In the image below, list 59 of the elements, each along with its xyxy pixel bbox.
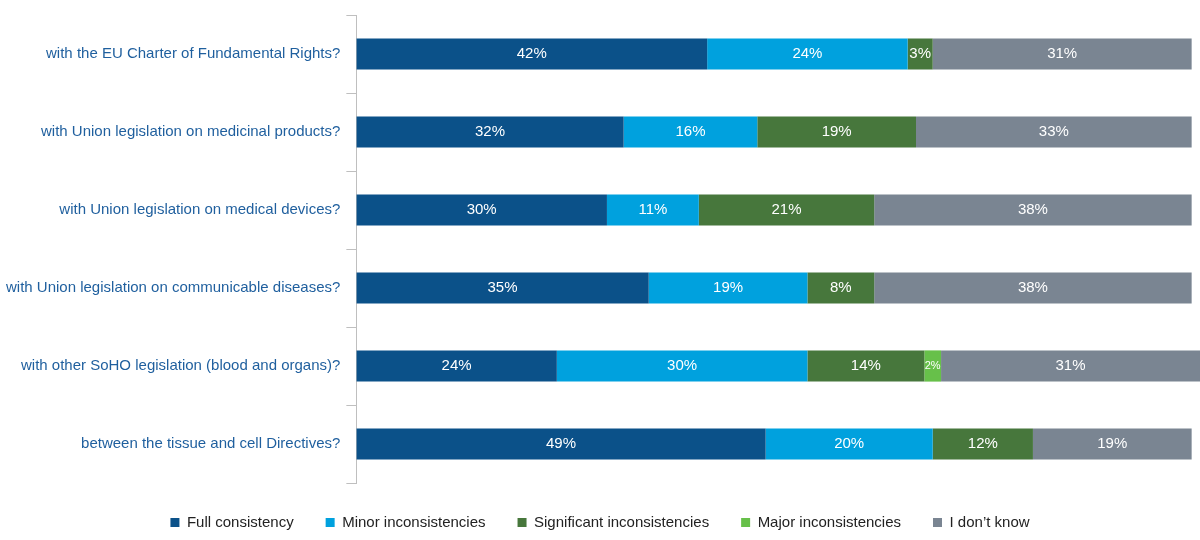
data-label: 12% bbox=[967, 434, 998, 452]
data-label: 11% bbox=[638, 200, 668, 218]
data-label: 3% bbox=[909, 44, 932, 62]
data-label: 31% bbox=[1047, 44, 1078, 62]
legend-label: I don’t know bbox=[949, 512, 1030, 530]
bar bbox=[757, 116, 916, 148]
bar bbox=[356, 194, 607, 226]
bar bbox=[765, 428, 933, 460]
bar bbox=[932, 428, 1033, 460]
bar bbox=[941, 350, 1200, 382]
legend-label: Significant inconsistencies bbox=[534, 512, 710, 530]
bar bbox=[623, 116, 758, 148]
bar bbox=[356, 350, 557, 382]
bar bbox=[356, 116, 624, 148]
bar bbox=[1032, 428, 1192, 460]
legend-label: Major inconsistencies bbox=[757, 512, 902, 530]
bar bbox=[707, 38, 908, 70]
data-label: 2% bbox=[924, 359, 941, 372]
data-label: 19% bbox=[713, 278, 744, 296]
data-label: 35% bbox=[487, 278, 518, 296]
bar bbox=[874, 194, 1192, 226]
bar bbox=[648, 272, 808, 304]
legend-label: Full consistency bbox=[186, 512, 295, 530]
bar bbox=[698, 194, 875, 226]
bar bbox=[807, 272, 875, 304]
data-label: 49% bbox=[545, 434, 577, 452]
data-label: 24% bbox=[792, 44, 823, 62]
bar bbox=[606, 194, 699, 226]
data-label: 30% bbox=[466, 200, 497, 218]
data-label: 8% bbox=[829, 278, 852, 296]
data-label: 14% bbox=[850, 356, 881, 374]
data-label: 38% bbox=[1017, 200, 1048, 218]
data-label: 16% bbox=[675, 122, 706, 140]
bar bbox=[356, 272, 649, 304]
y-tick-label: between the tissue and cell Directives? bbox=[81, 434, 341, 452]
y-tick-label: with Union legislation on medicinal products? bbox=[40, 122, 341, 140]
data-label: 21% bbox=[771, 200, 802, 218]
legend-label: Minor inconsistencies bbox=[342, 512, 486, 530]
data-label: 31% bbox=[1055, 356, 1086, 374]
y-tick-label: with Union legislation on communicable diseases? bbox=[4, 278, 341, 296]
data-label: 20% bbox=[834, 434, 865, 452]
bar bbox=[356, 428, 766, 460]
y-tick-label: with other SoHO legislation (blood and organs)? bbox=[19, 356, 341, 374]
data-label: 24% bbox=[441, 356, 472, 374]
data-label: 38% bbox=[1017, 278, 1048, 296]
bar bbox=[556, 350, 808, 382]
data-label: 30% bbox=[667, 356, 698, 374]
data-label: 42% bbox=[516, 44, 547, 62]
data-label: 19% bbox=[1097, 434, 1128, 452]
y-tick-label: with Union legislation on medical devices? bbox=[58, 200, 341, 218]
y-tick-label: with the EU Charter of Fundamental Rights? bbox=[45, 44, 341, 62]
data-label: 32% bbox=[474, 122, 506, 140]
bar bbox=[874, 272, 1192, 304]
data-label: 19% bbox=[821, 122, 852, 140]
bar bbox=[356, 38, 708, 70]
bar bbox=[807, 350, 925, 382]
data-label: 33% bbox=[1038, 122, 1069, 140]
bar bbox=[932, 38, 1192, 70]
bar bbox=[916, 116, 1192, 148]
